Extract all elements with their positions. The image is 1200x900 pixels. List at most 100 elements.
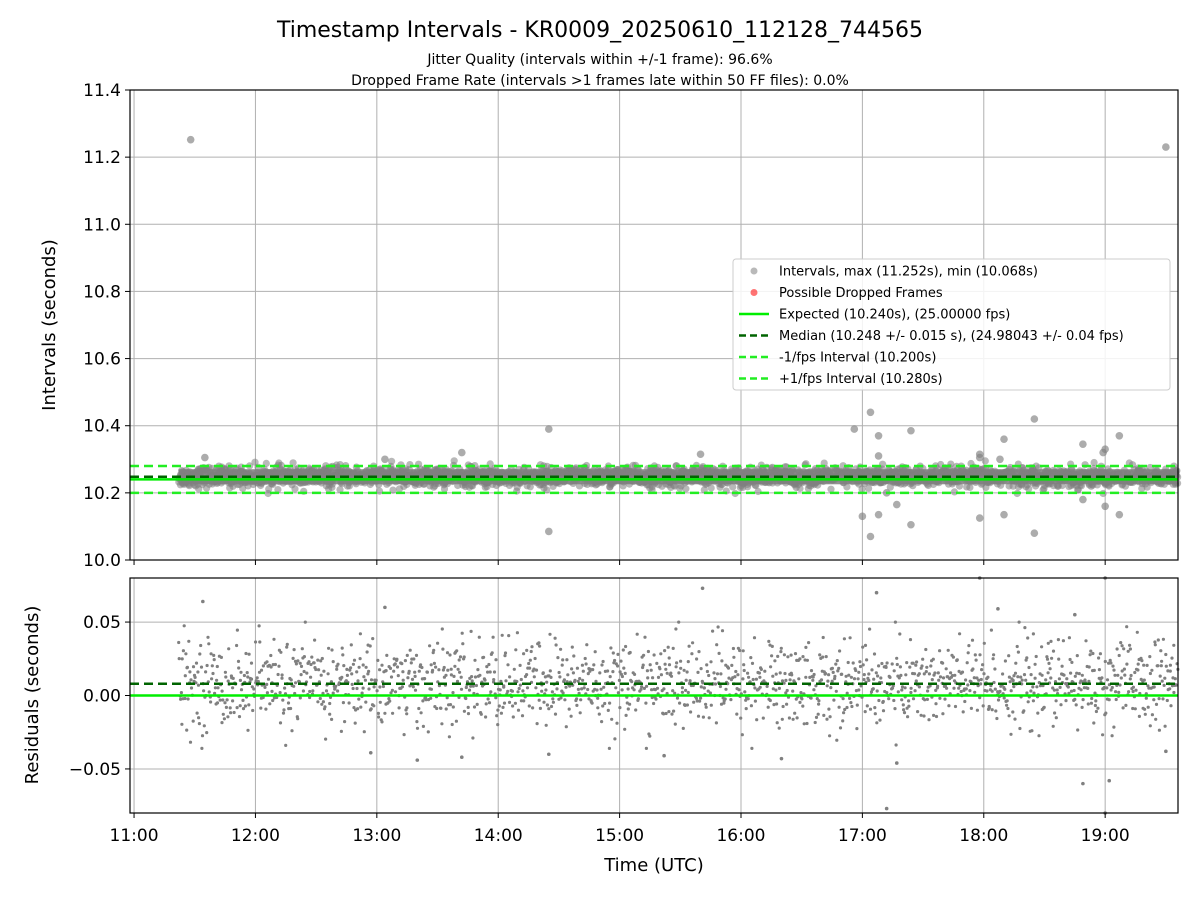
residual-point (788, 678, 792, 682)
residual-point (215, 664, 219, 669)
residual-point (534, 686, 538, 690)
residual-point (257, 670, 262, 674)
residual-point (613, 737, 617, 741)
residual-point (316, 658, 320, 662)
residual-point (378, 668, 382, 672)
residual-point (226, 679, 230, 683)
residual-point-outlier (383, 605, 387, 610)
residual-point (1083, 678, 1087, 682)
residual-point (697, 650, 701, 654)
residual-point (191, 719, 195, 723)
residual-point (645, 684, 649, 688)
residual-point (716, 625, 720, 629)
residual-point (432, 648, 436, 652)
residual-point (917, 685, 922, 689)
residual-point (269, 653, 273, 658)
residual-point (608, 675, 612, 679)
residual-point (585, 643, 589, 647)
residual-point (875, 689, 879, 693)
residual-point (680, 686, 685, 690)
residual-point (577, 691, 581, 696)
interval-point-outlier (866, 532, 875, 541)
residual-point (309, 675, 313, 679)
residual-point (1031, 685, 1035, 689)
interval-point (289, 459, 297, 467)
residual-point (232, 710, 236, 715)
residual-point (888, 675, 892, 680)
residual-point (235, 706, 239, 710)
residual-point (811, 678, 815, 682)
residual-point (343, 720, 347, 724)
residual-point (453, 664, 457, 668)
residual-point (296, 659, 300, 663)
residual-point (366, 672, 370, 676)
residual-point (392, 657, 396, 661)
residual-point (199, 665, 204, 669)
residual-point (299, 673, 303, 677)
residual-point (967, 644, 971, 648)
residual-point (615, 721, 619, 725)
residual-point (975, 676, 979, 680)
residual-point (372, 704, 376, 708)
residual-point (740, 733, 744, 737)
residual-point (534, 668, 539, 672)
residual-point (263, 685, 267, 690)
residual-point (855, 727, 859, 731)
residual-point (979, 677, 983, 682)
interval-point (865, 484, 873, 492)
residual-point (759, 667, 764, 672)
residual-point (519, 677, 523, 682)
residual-point (914, 663, 918, 667)
residual-point (978, 653, 982, 657)
residual-point (877, 698, 881, 703)
residual-point (372, 685, 376, 689)
interval-point (909, 482, 917, 490)
residual-point (350, 672, 354, 676)
residual-point (1114, 697, 1118, 702)
residual-point (893, 620, 898, 624)
residual-point (313, 638, 317, 642)
residual-point (410, 677, 415, 682)
residual-point (715, 643, 719, 647)
residual-point (506, 689, 510, 694)
residual-point (1059, 703, 1063, 707)
residual-point (919, 713, 923, 717)
residual-point (874, 671, 878, 675)
residual-point (215, 701, 220, 705)
residual-point (791, 717, 795, 721)
residual-point (985, 689, 989, 693)
residual-point (432, 661, 436, 666)
residual-point (356, 707, 360, 711)
residual-point (767, 639, 771, 644)
residual-point (506, 663, 510, 667)
residual-point (1055, 688, 1059, 692)
residual-point (349, 643, 353, 647)
residual-point (941, 712, 945, 716)
residual-point (1157, 728, 1161, 732)
residual-point (471, 684, 475, 688)
residual-point (658, 667, 662, 671)
interval-point (291, 485, 299, 493)
residual-point (538, 706, 543, 711)
residual-point (877, 664, 881, 668)
interval-point-outlier (975, 453, 984, 462)
interval-point (707, 484, 715, 492)
residual-point (280, 673, 284, 677)
residual-point (873, 706, 877, 710)
residual-point (1045, 655, 1049, 659)
residual-point (821, 655, 825, 659)
residual-point (1160, 679, 1164, 683)
residual-point (316, 700, 320, 704)
residual-point (487, 662, 491, 667)
residual-point (1003, 687, 1007, 691)
residual-point (464, 685, 468, 690)
residual-point (933, 671, 937, 675)
residual-point (551, 697, 555, 701)
residual-point (1170, 656, 1174, 660)
residual-point (1133, 670, 1137, 675)
residual-point (678, 701, 682, 705)
residual-point (341, 653, 345, 657)
residual-point (670, 712, 674, 716)
residual-point (720, 629, 725, 633)
residual-point (507, 634, 511, 638)
